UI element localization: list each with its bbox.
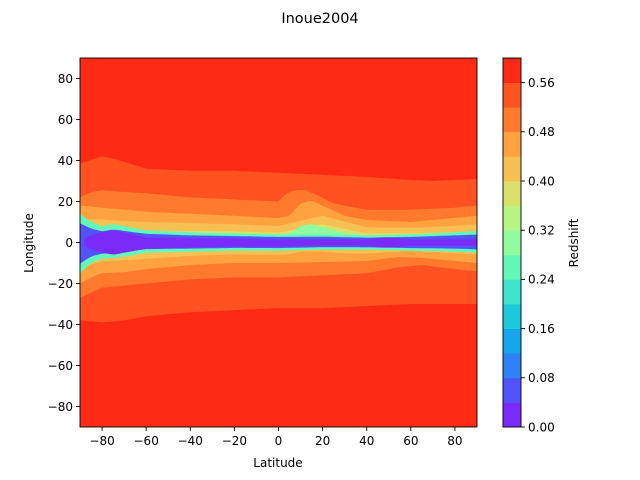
x-tick-label: 40 bbox=[359, 434, 374, 448]
contour-band-0.00 bbox=[84, 230, 477, 255]
colorbar-segment bbox=[503, 328, 521, 354]
y-tick-label: −80 bbox=[48, 400, 73, 414]
x-tick-label: −20 bbox=[222, 434, 247, 448]
colorbar-segment bbox=[503, 377, 521, 403]
y-tick-label: 40 bbox=[58, 154, 73, 168]
colorbar-tick-label: 0.24 bbox=[528, 273, 555, 287]
colorbar-segment bbox=[503, 131, 521, 157]
colorbar-tick-label: 0.56 bbox=[528, 76, 555, 90]
x-axis-label: Latitude bbox=[253, 456, 302, 470]
y-tick-label: 80 bbox=[58, 72, 73, 86]
colorbar-segment bbox=[503, 254, 521, 280]
colorbar-tick-label: 0.40 bbox=[528, 174, 555, 188]
y-axis-label: Longitude bbox=[22, 213, 36, 273]
colorbar-segment bbox=[503, 82, 521, 108]
colorbar-tick-label: 0.08 bbox=[528, 371, 555, 385]
y-tick-label: −60 bbox=[48, 359, 73, 373]
colorbar-segment bbox=[503, 353, 521, 379]
colorbar-segment bbox=[503, 107, 521, 133]
y-tick-label: −40 bbox=[48, 318, 73, 332]
colorbar-segment bbox=[503, 402, 521, 428]
colorbar-segment bbox=[503, 279, 521, 305]
y-tick-label: 0 bbox=[65, 236, 73, 250]
colorbar-segment bbox=[503, 181, 521, 206]
y-axis: −80 −60 −40 −20 0 20 40 60 80 bbox=[48, 72, 80, 414]
colorbar-frame bbox=[502, 57, 522, 428]
x-tick-label: 0 bbox=[275, 434, 283, 448]
chart-title: Inoue2004 bbox=[281, 11, 358, 27]
colorbar-label: Redshift bbox=[567, 218, 581, 267]
y-tick-label: −20 bbox=[48, 277, 73, 291]
colorbar-segment bbox=[503, 304, 521, 329]
colorbar-tick-label: 0.48 bbox=[528, 125, 555, 139]
colorbar-tick-label: 0.16 bbox=[528, 322, 555, 336]
x-tick-label: −60 bbox=[134, 434, 159, 448]
y-tick-label: 60 bbox=[58, 113, 73, 127]
colorbar-tick-label: 0.00 bbox=[528, 420, 555, 434]
colorbar-segment bbox=[503, 58, 521, 83]
x-tick-label: 20 bbox=[315, 434, 330, 448]
colorbar-tick-label: 0.32 bbox=[528, 224, 555, 238]
y-tick-label: 20 bbox=[58, 195, 73, 209]
colorbar-segment bbox=[503, 230, 521, 256]
colorbar-segment bbox=[503, 205, 521, 231]
colorbar-axis: 0.00 0.08 0.16 0.24 0.32 0.40 0.48 0.56 bbox=[521, 76, 555, 434]
x-tick-label: 80 bbox=[447, 434, 462, 448]
x-axis: −80 −60 −40 −20 0 20 40 60 80 bbox=[89, 427, 463, 448]
colorbar-segment bbox=[503, 156, 521, 182]
colorbar bbox=[503, 58, 521, 428]
x-tick-label: −80 bbox=[89, 434, 114, 448]
plot-area bbox=[80, 58, 477, 427]
x-tick-label: 60 bbox=[403, 434, 418, 448]
x-tick-label: −40 bbox=[178, 434, 203, 448]
